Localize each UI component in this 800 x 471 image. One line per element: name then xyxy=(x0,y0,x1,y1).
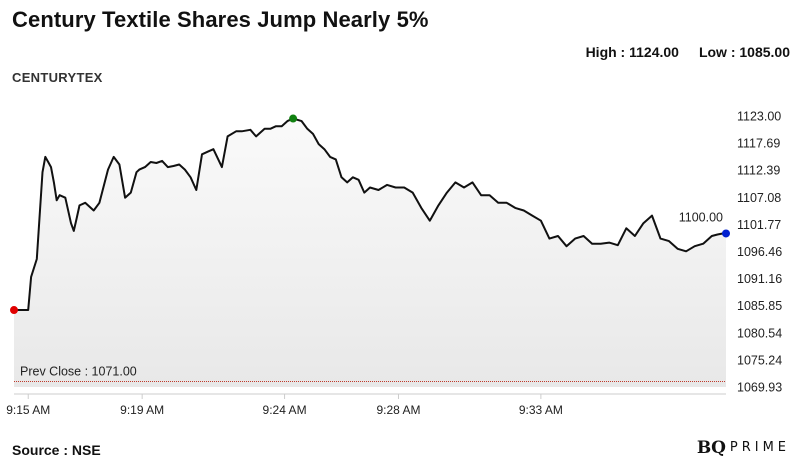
y-tick-label: 1107.08 xyxy=(737,191,781,205)
y-tick-label: 1112.39 xyxy=(737,164,780,178)
x-tick-label: 9:19 AM xyxy=(120,403,164,417)
price-area xyxy=(14,118,726,387)
y-tick-label: 1075.24 xyxy=(737,353,782,367)
open-marker xyxy=(10,306,18,315)
last-marker xyxy=(722,229,730,238)
high-marker xyxy=(289,114,298,123)
price-line xyxy=(14,117,726,311)
y-tick-label: 1069.93 xyxy=(737,381,782,395)
x-tick-label: 9:15 AM xyxy=(6,403,50,417)
prev-close-label: Prev Close : 1071.00 xyxy=(20,365,137,379)
day-low: Low : 1085.00 xyxy=(698,44,790,60)
data-source: Source : NSE xyxy=(12,442,101,458)
y-tick-label: 1080.54 xyxy=(737,326,782,340)
high-low-summary: High : 1124.00 Low : 1085.00 xyxy=(586,44,790,60)
y-tick-label: 1085.85 xyxy=(737,299,782,313)
y-tick-label: 1101.77 xyxy=(737,218,781,232)
brand-word: PRIME xyxy=(729,440,790,455)
ticker-symbol: CENTURYTEX xyxy=(12,70,103,85)
last-price-label: 1100.00 xyxy=(679,210,723,224)
x-tick-label: 9:28 AM xyxy=(376,403,420,417)
y-tick-label: 1091.16 xyxy=(737,272,782,286)
brand-logo: BQ xyxy=(696,438,726,458)
chart-title: Century Textile Shares Jump Nearly 5% xyxy=(12,7,429,32)
x-tick-label: 9:33 AM xyxy=(519,403,563,417)
y-tick-label: 1117.69 xyxy=(737,137,780,151)
y-tick-label: 1123.00 xyxy=(737,110,781,124)
x-tick-label: 9:24 AM xyxy=(263,403,307,417)
y-tick-label: 1096.46 xyxy=(737,245,782,259)
day-high: High : 1124.00 xyxy=(585,44,679,60)
